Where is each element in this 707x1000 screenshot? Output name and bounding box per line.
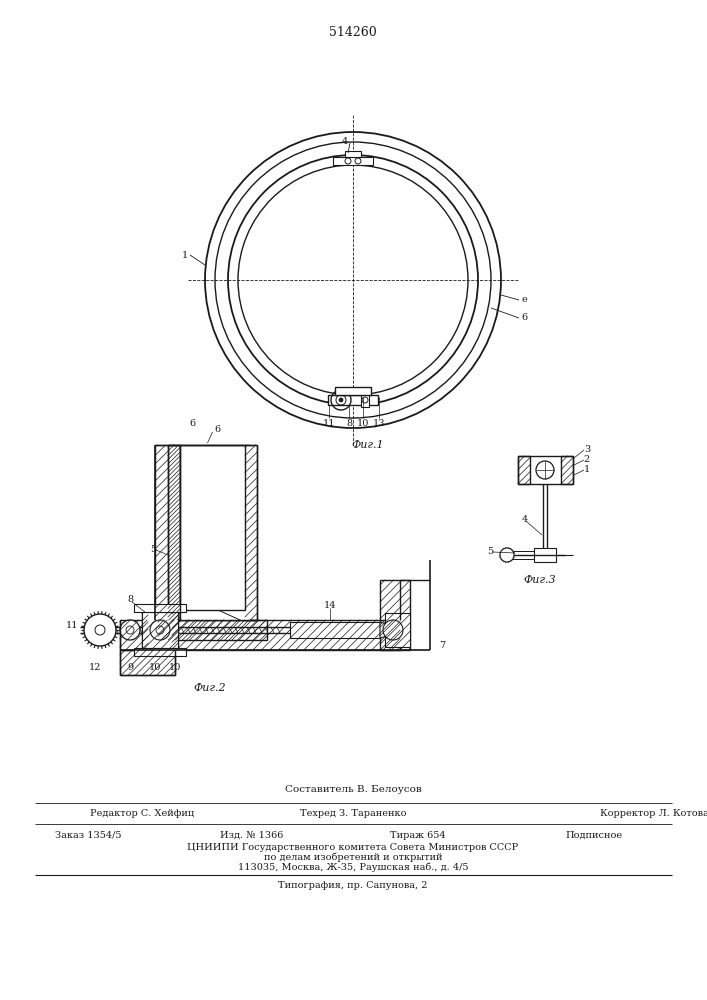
Circle shape (156, 626, 164, 634)
Text: 4: 4 (341, 137, 348, 146)
Bar (134, 648, 186, 656)
Text: Подписное: Подписное (565, 830, 622, 840)
Bar (158, 620, 267, 640)
Text: Фиг.2: Фиг.2 (194, 683, 226, 693)
Bar (333, 157, 373, 165)
Text: Корректор Л. Котова: Корректор Л. Котова (600, 810, 707, 818)
Bar (142, 612, 148, 648)
Text: 6: 6 (521, 314, 527, 322)
Text: e: e (521, 296, 527, 304)
Text: 4: 4 (522, 516, 528, 524)
Text: 11: 11 (66, 620, 78, 630)
Bar (380, 580, 410, 650)
Text: 113035, Москва, Ж-35, Раушская наб., д. 4/5: 113035, Москва, Ж-35, Раушская наб., д. … (238, 862, 468, 872)
Bar (518, 456, 530, 484)
Bar (180, 445, 245, 610)
Bar (134, 604, 186, 612)
Text: Редактор С. Хейфиц: Редактор С. Хейфиц (90, 810, 194, 818)
Circle shape (150, 620, 170, 640)
Text: 14: 14 (324, 600, 337, 609)
Circle shape (95, 625, 105, 635)
Text: 8: 8 (127, 595, 133, 604)
Text: 6: 6 (189, 418, 195, 428)
Bar (518, 456, 573, 484)
Bar (168, 445, 257, 620)
Bar (245, 445, 257, 620)
Text: 7: 7 (439, 641, 445, 650)
Polygon shape (380, 622, 398, 638)
Bar (142, 612, 178, 648)
Bar (385, 613, 410, 647)
Bar (345, 151, 361, 157)
Text: 5: 5 (487, 548, 493, 556)
Bar (180, 445, 250, 620)
Circle shape (383, 620, 403, 640)
Text: 13: 13 (373, 418, 385, 428)
Text: Фиг.1: Фиг.1 (351, 440, 385, 450)
Text: 8: 8 (346, 418, 352, 428)
Bar (361, 393, 369, 407)
Circle shape (500, 548, 514, 562)
Text: 1: 1 (584, 466, 590, 475)
Text: Техред З. Тараненко: Техред З. Тараненко (300, 810, 407, 818)
Bar (534, 548, 556, 562)
Bar (120, 650, 175, 675)
Text: 3: 3 (584, 446, 590, 454)
Text: Заказ 1354/5: Заказ 1354/5 (55, 830, 122, 840)
Bar (380, 560, 410, 620)
Circle shape (536, 461, 554, 479)
Circle shape (339, 398, 343, 402)
Circle shape (120, 620, 140, 640)
Bar (561, 456, 573, 484)
Bar (120, 620, 400, 650)
Bar (155, 445, 180, 620)
Text: 6: 6 (214, 426, 221, 434)
Text: 514260: 514260 (329, 25, 377, 38)
Text: по делам изобретений и открытий: по делам изобретений и открытий (264, 852, 443, 862)
Circle shape (84, 614, 116, 646)
Text: Типография, пр. Сапунова, 2: Типография, пр. Сапунова, 2 (279, 880, 428, 890)
Bar (172, 612, 178, 648)
Text: 5: 5 (150, 546, 156, 554)
Text: 9: 9 (127, 664, 133, 672)
Text: ЦНИИПИ Государственного комитета Совета Министров СССР: ЦНИИПИ Государственного комитета Совета … (187, 842, 519, 852)
Text: 10: 10 (148, 664, 161, 672)
Bar (168, 445, 180, 620)
Bar (290, 622, 380, 638)
Bar (328, 395, 378, 405)
Text: 1: 1 (182, 250, 188, 259)
Text: 11: 11 (323, 418, 335, 428)
Text: Тираж 654: Тираж 654 (390, 830, 445, 840)
Text: Фиг.3: Фиг.3 (524, 575, 556, 585)
Text: Изд. № 1366: Изд. № 1366 (220, 830, 284, 840)
Text: Составитель В. Белоусов: Составитель В. Белоусов (285, 786, 421, 794)
Text: 10: 10 (357, 418, 369, 428)
Text: 2: 2 (584, 456, 590, 464)
Bar (335, 387, 371, 395)
Text: 10: 10 (169, 664, 181, 672)
Text: 12: 12 (89, 664, 101, 672)
